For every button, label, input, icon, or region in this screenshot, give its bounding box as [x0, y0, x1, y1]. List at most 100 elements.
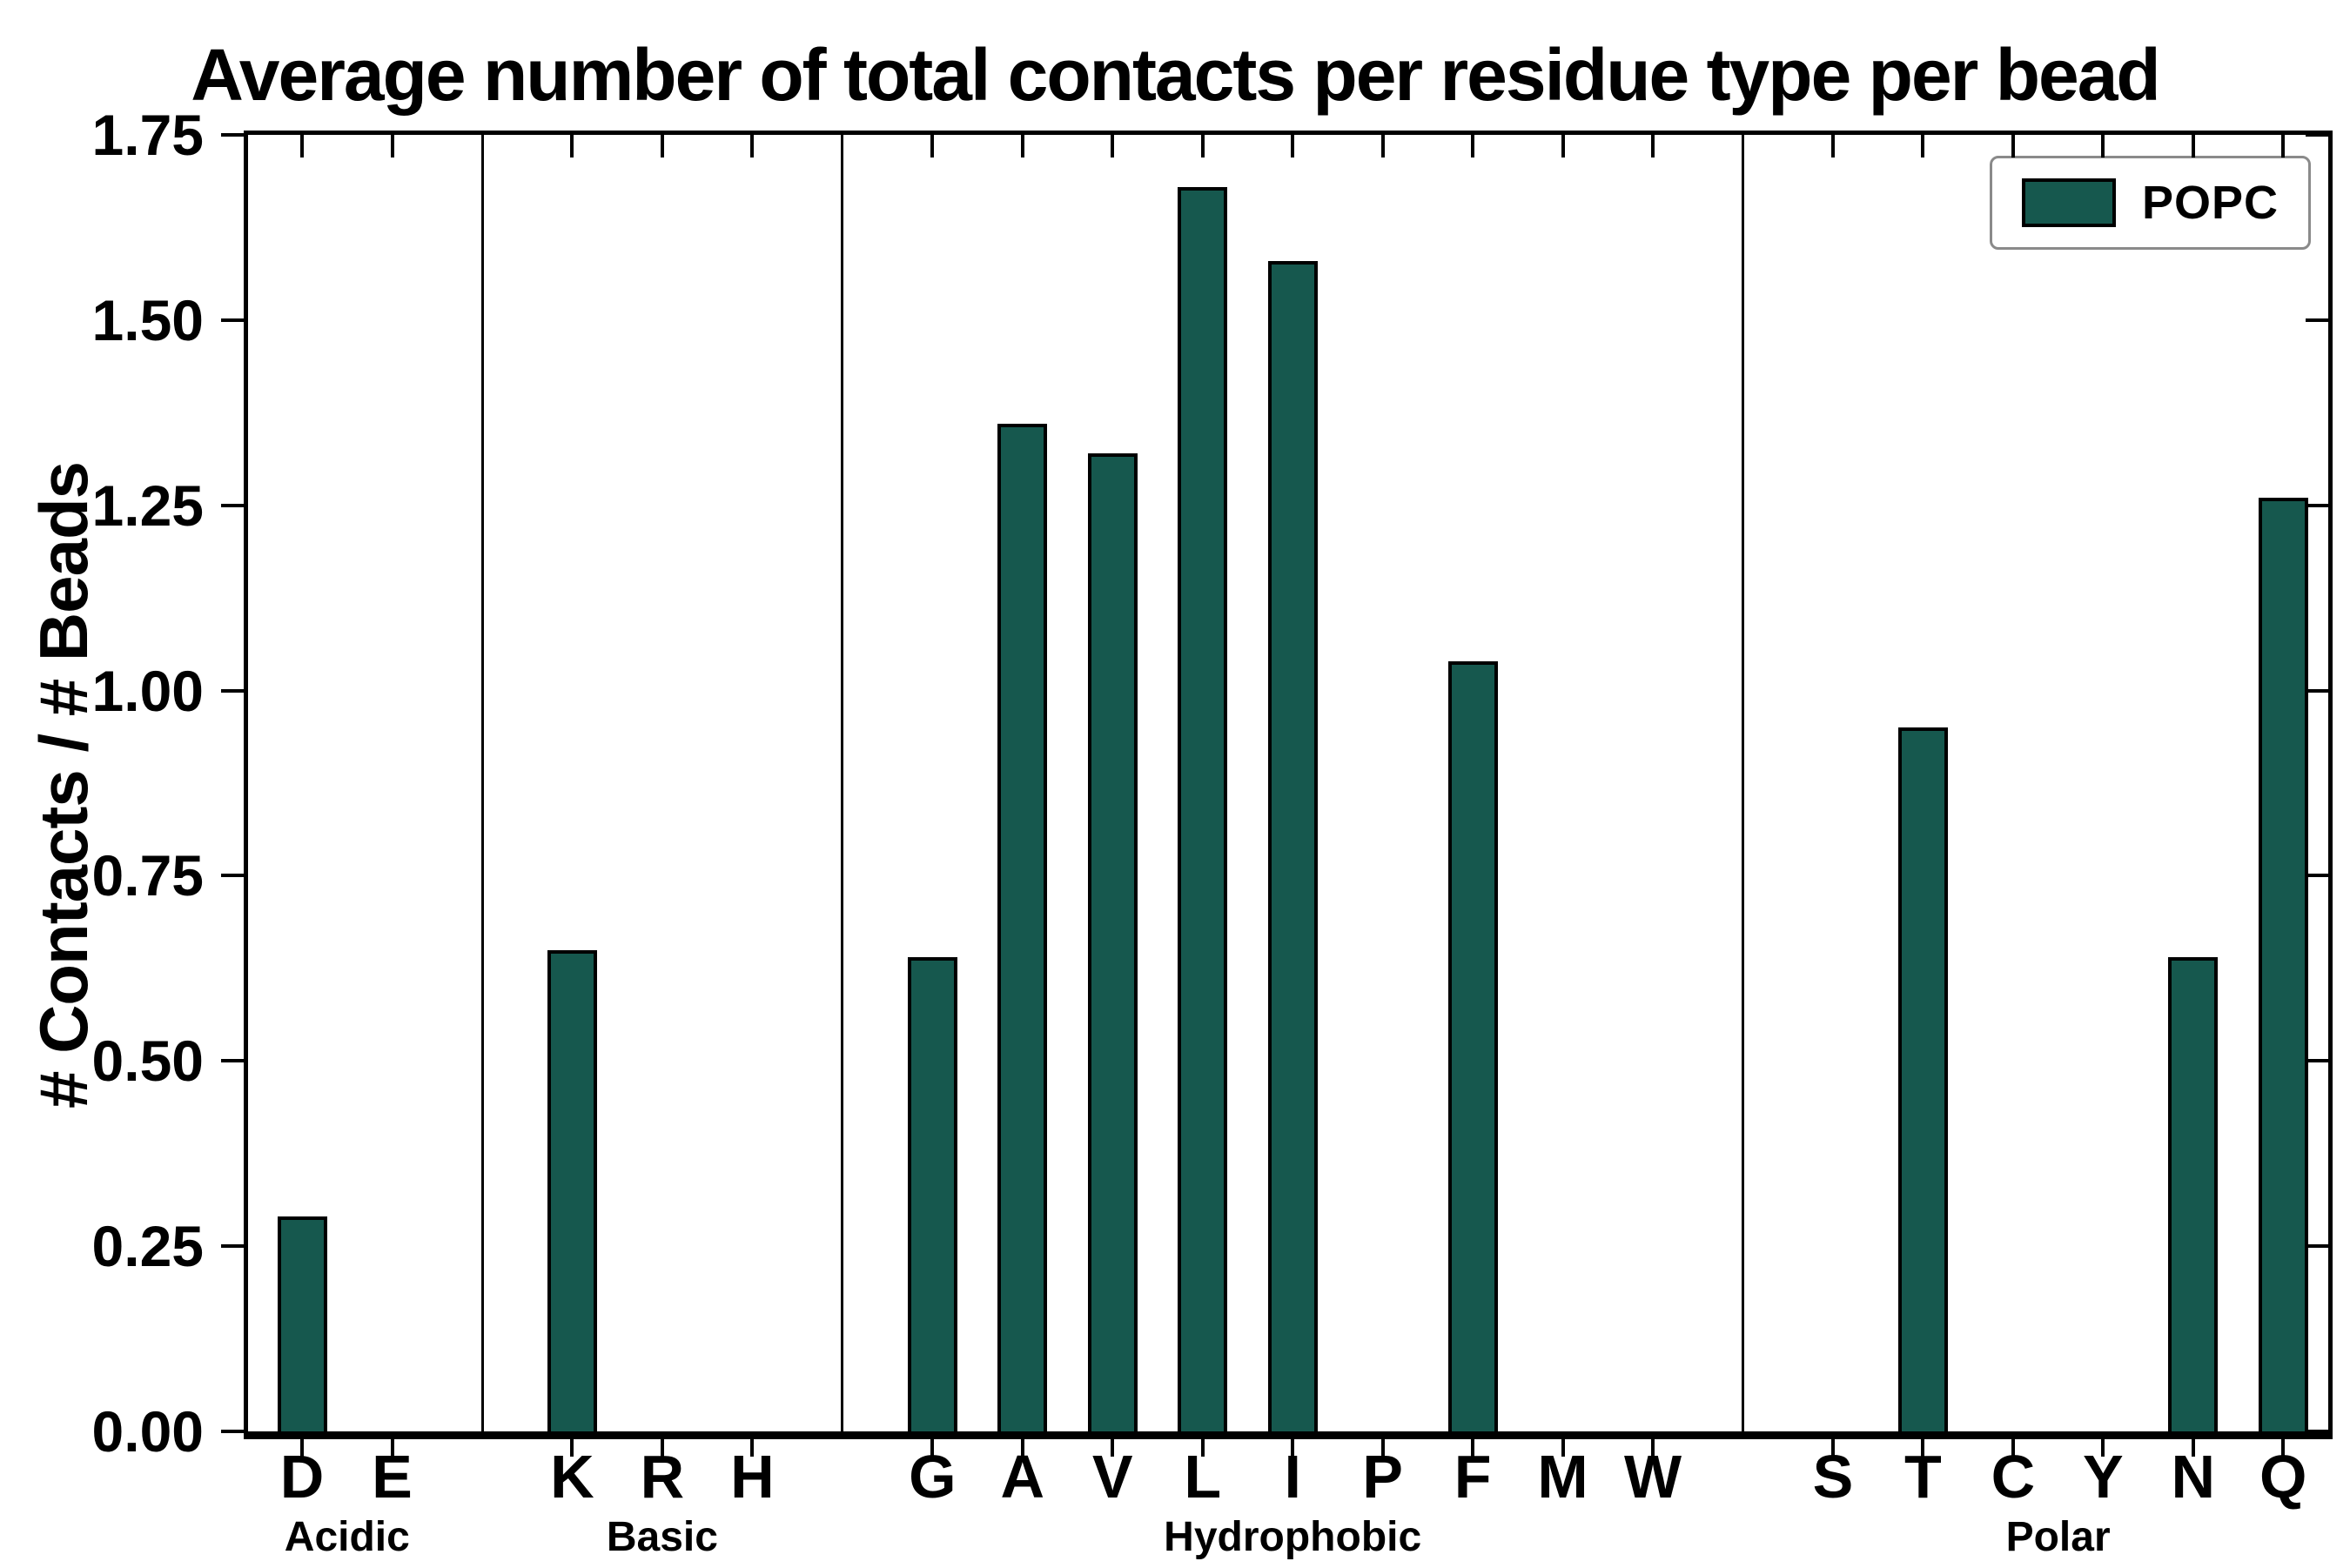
x-tick-label: W: [1623, 1443, 1682, 1511]
y-axis-tick-labels: 0.00 0.25 0.50 0.75 1.00 1.25 1.50 1.75: [0, 106, 219, 1460]
x-tick-top: [1651, 135, 1655, 157]
bar: [2168, 957, 2219, 1431]
x-tick-label: P: [1362, 1443, 1403, 1511]
x-tick-top: [1471, 135, 1475, 157]
y-major-tick: [221, 874, 244, 878]
x-tick-top: [750, 135, 755, 157]
x-tick-bottom: [1111, 1439, 1115, 1457]
x-tick-top: [570, 135, 574, 157]
legend-swatch: [2021, 178, 2116, 227]
bar: [277, 1216, 327, 1431]
x-tick-label: A: [1000, 1443, 1045, 1511]
x-tick-bottom: [1651, 1439, 1655, 1457]
x-tick-bottom: [2191, 1439, 2195, 1457]
y-tick-label: 0.25: [91, 1214, 204, 1279]
bar: [1897, 727, 1948, 1431]
y-major-tick: [221, 503, 244, 507]
y-tick-label: 0.75: [91, 843, 204, 908]
y-major-tick: [2306, 688, 2328, 693]
x-tick-label: C: [1991, 1443, 2036, 1511]
x-tick-top: [1200, 135, 1205, 157]
y-major-tick: [2306, 503, 2328, 507]
x-tick-label: H: [730, 1443, 775, 1511]
x-tick-label: I: [1284, 1443, 1301, 1511]
legend-label: POPC: [2141, 177, 2279, 229]
x-tick-label: M: [1537, 1443, 1588, 1511]
group-divider: [480, 135, 484, 1431]
y-tick-label: 1.50: [91, 287, 204, 352]
y-major-tick: [2306, 1430, 2328, 1433]
x-tick-top: [1380, 135, 1385, 157]
group-label: Polar: [2005, 1514, 2111, 1560]
y-major-tick: [2306, 133, 2328, 137]
chart-title: Average number of total contacts per res…: [191, 34, 2161, 116]
x-tick-bottom: [300, 1439, 305, 1457]
x-tick-bottom: [1020, 1439, 1024, 1457]
y-major-tick: [221, 1244, 244, 1249]
bar: [547, 949, 597, 1431]
x-tick-label: L: [1184, 1443, 1222, 1511]
x-tick-label: E: [372, 1443, 413, 1511]
bar: [1087, 453, 1138, 1431]
bar: [997, 424, 1048, 1431]
y-tick-label: 1.25: [91, 472, 204, 538]
x-tick-label: G: [909, 1443, 957, 1511]
y-tick-label: 0.50: [91, 1029, 204, 1094]
x-tick-top: [1111, 135, 1115, 157]
x-tick-bottom: [1200, 1439, 1205, 1457]
x-tick-bottom: [570, 1439, 574, 1457]
y-major-tick: [2306, 318, 2328, 322]
group-label: Hydrophobic: [1164, 1514, 1422, 1560]
group-label: Basic: [606, 1514, 718, 1560]
x-tick-top: [1561, 135, 1565, 157]
x-tick-label: T: [1904, 1443, 1942, 1511]
x-tick-top: [2281, 135, 2286, 157]
x-tick-top: [300, 135, 305, 157]
x-tick-label: Q: [2259, 1443, 2307, 1511]
x-tick-bottom: [390, 1439, 394, 1457]
x-tick-bottom: [1471, 1439, 1475, 1457]
x-tick-top: [930, 135, 935, 157]
x-tick-label: Y: [2082, 1443, 2124, 1511]
x-tick-bottom: [1830, 1439, 1835, 1457]
x-tick-bottom: [2281, 1439, 2286, 1457]
y-major-tick: [221, 688, 244, 693]
x-tick-top: [1291, 135, 1295, 157]
x-tick-bottom: [1561, 1439, 1565, 1457]
y-major-tick: [2306, 874, 2328, 878]
bar: [2258, 498, 2308, 1431]
x-tick-top: [1830, 135, 1835, 157]
x-tick-top: [2011, 135, 2015, 157]
bar: [1178, 186, 1228, 1431]
x-tick-top: [2101, 135, 2105, 157]
group-label: Acidic: [284, 1514, 410, 1560]
x-tick-top: [660, 135, 664, 157]
y-major-tick: [221, 1059, 244, 1063]
x-tick-label: R: [640, 1443, 685, 1511]
x-tick-label: K: [550, 1443, 594, 1511]
x-tick-label: S: [1812, 1443, 1854, 1511]
y-major-tick: [2306, 1244, 2328, 1249]
y-major-tick: [221, 1430, 244, 1433]
x-tick-bottom: [660, 1439, 664, 1457]
y-tick-label: 1.75: [91, 103, 204, 167]
x-tick-bottom: [1921, 1439, 1925, 1457]
x-axis-group-labels: Acidic Basic Hydrophobic Polar: [248, 1516, 2328, 1568]
x-tick-bottom: [1291, 1439, 1295, 1457]
x-tick-top: [1020, 135, 1024, 157]
x-tick-label: D: [279, 1443, 325, 1511]
x-tick-bottom: [930, 1439, 935, 1457]
x-tick-label: N: [2171, 1443, 2216, 1511]
bar: [1267, 260, 1318, 1431]
group-divider: [841, 135, 844, 1431]
x-tick-label: V: [1091, 1443, 1133, 1511]
y-tick-label: 1.00: [91, 658, 204, 723]
y-major-tick: [221, 318, 244, 322]
x-tick-bottom: [1380, 1439, 1385, 1457]
x-tick-label: F: [1454, 1443, 1492, 1511]
y-major-tick: [2306, 1059, 2328, 1063]
x-tick-bottom: [750, 1439, 755, 1457]
plot-area: POPC: [221, 131, 2333, 1457]
group-divider: [1741, 135, 1744, 1431]
